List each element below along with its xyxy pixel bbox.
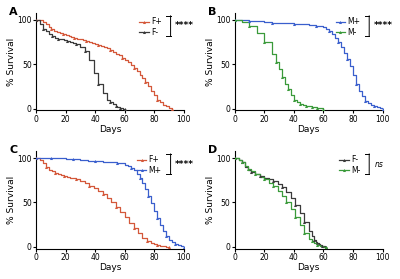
Legend: F+, F-: F+, F- [138, 17, 162, 37]
Text: A: A [9, 7, 18, 17]
Text: B: B [208, 7, 216, 17]
Legend: F+, M+: F+, M+ [136, 155, 162, 175]
Text: C: C [9, 145, 18, 155]
Text: ****: **** [374, 21, 393, 30]
Text: ****: **** [175, 21, 194, 30]
X-axis label: Days: Days [99, 263, 121, 272]
X-axis label: Days: Days [297, 263, 320, 272]
Legend: M+, M-: M+, M- [335, 17, 361, 37]
Y-axis label: % Survival: % Survival [206, 37, 214, 86]
Text: ns: ns [375, 160, 384, 169]
Y-axis label: % Survival: % Survival [7, 37, 16, 86]
Text: D: D [208, 145, 217, 155]
X-axis label: Days: Days [297, 125, 320, 134]
X-axis label: Days: Days [99, 125, 121, 134]
Text: ****: **** [175, 160, 194, 169]
Y-axis label: % Survival: % Survival [7, 175, 16, 224]
Legend: F-, M-: F-, M- [338, 155, 361, 175]
Y-axis label: % Survival: % Survival [206, 175, 214, 224]
